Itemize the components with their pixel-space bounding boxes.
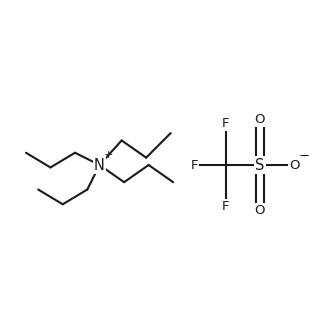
Text: O: O (289, 158, 300, 172)
Text: S: S (255, 157, 265, 173)
Text: N: N (94, 157, 105, 173)
Text: F: F (222, 117, 229, 130)
Text: F: F (222, 200, 229, 213)
Text: O: O (255, 204, 265, 217)
Text: O: O (255, 113, 265, 126)
Text: +: + (104, 150, 114, 160)
Text: F: F (191, 158, 198, 172)
Text: −: − (299, 150, 310, 163)
